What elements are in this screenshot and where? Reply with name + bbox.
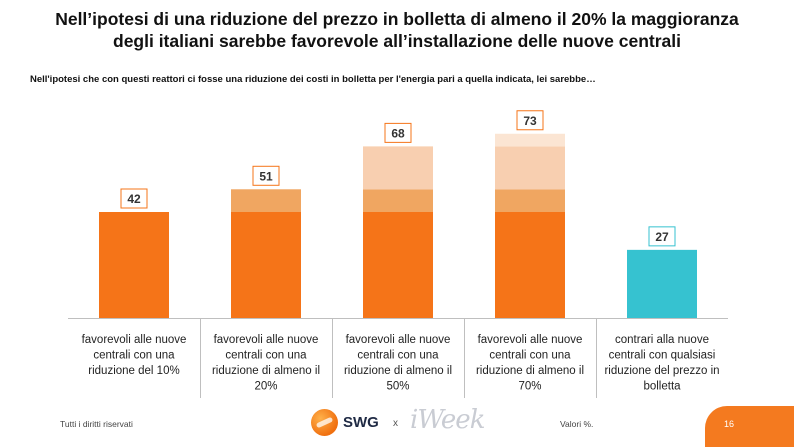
category-label: riduzione del prezzo in [604,365,719,377]
bar-segment [231,189,301,212]
category-label: 50% [386,381,409,393]
category-label: riduzione di almeno il [344,365,452,377]
category-label: centrali con una [489,350,571,362]
title-line: degli italiani sarebbe favorevole all’in… [113,31,681,51]
bar-segment [495,212,565,318]
category-label: 70% [518,381,541,393]
category-label: favorevoli alle nuove [214,334,319,346]
category-label: riduzione di almeno il [476,365,584,377]
category-label: bolletta [643,381,681,393]
values-note: Valori %. [560,419,594,429]
bar-segment [495,146,565,190]
iweek-logo: iWeek [410,405,485,435]
title-line: Nell’ipotesi di una riduzione del prezzo… [55,9,739,29]
category-label: centrali con una [93,350,175,362]
bar-segment [363,189,433,212]
swg-logo-text: SWG [343,413,379,431]
data-label: 73 [523,114,537,128]
swg-globe-icon [311,408,338,436]
data-label-box [120,188,148,209]
data-label: 27 [655,230,669,244]
data-label-box [384,122,412,143]
footer-rights: Tutti i diritti riservati [60,419,133,429]
bar-segment [363,212,433,318]
category-label: centrali con una [357,350,439,362]
data-label-box [252,165,280,186]
category-label: favorevoli alle nuove [82,334,187,346]
chart-subtitle: Nell'ipotesi che con questi reattori ci … [30,74,596,85]
category-label: contrari alla nuove [615,334,709,346]
logo-separator: x [393,418,398,429]
category-label: centrali con una [225,350,307,362]
data-label-box [648,226,676,247]
data-label: 68 [391,126,405,140]
category-label: riduzione del 10% [88,365,179,377]
category-label: favorevoli alle nuove [478,334,583,346]
category-label: riduzione di almeno il [212,365,320,377]
bar-segment [627,249,697,318]
swg-logo: SWG [311,407,379,437]
bar-chart: 42 favorevoli alle nuove centrali con una r… [68,110,728,398]
category-label: centrali con qualsiasi [609,350,716,362]
bar-segment [495,189,565,212]
data-label: 51 [259,169,273,183]
bar-segment [495,133,565,147]
data-label-box [516,110,544,131]
bar-segment [231,212,301,318]
chart-title: Nell’ipotesi di una riduzione del prezzo… [0,8,794,52]
category-label: 20% [254,381,277,393]
page-badge [705,406,794,447]
page-number: 16 [724,419,735,429]
data-label: 42 [127,192,141,206]
bar-segment [99,212,169,318]
bar-segment [363,146,433,190]
category-label: favorevoli alle nuove [346,334,451,346]
